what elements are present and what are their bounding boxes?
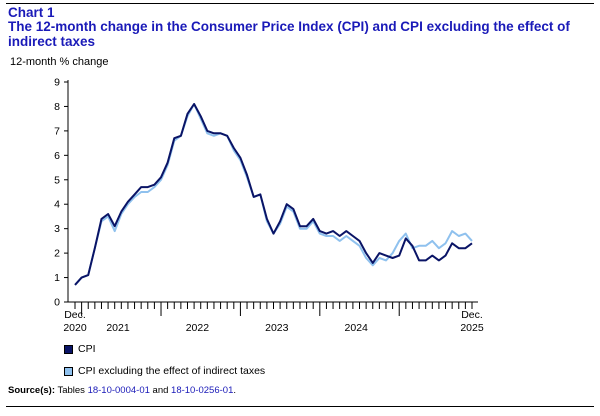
source-prefix: Tables [57,385,85,396]
source-note: Source(s): Tables 18-10-0004-01 and 18-1… [8,385,236,396]
x-label-start-year: 2020 [63,322,87,334]
x-year-label: 2021 [106,322,130,334]
legend-label-cpi-excl: CPI excluding the effect of indirect tax… [78,365,266,377]
x-label-start-month: Dec. [64,309,86,321]
source-suffix: . [233,385,236,396]
x-label-end-month: Dec. [461,309,483,321]
legend-label-cpi: CPI [78,343,96,355]
x-year-label: 2022 [186,322,210,334]
y-tick-label: 8 [54,101,60,113]
x-year-label: 2024 [345,322,369,334]
source-label: Source(s): [8,385,55,396]
legend-item-cpi-excl: CPI excluding the effect of indirect tax… [64,365,265,377]
y-tick-label: 1 [54,272,60,284]
source-link-table-1[interactable]: 18-10-0004-01 [87,385,150,396]
chart-title: The 12-month change in the Consumer Pric… [8,19,570,49]
y-tick-label: 4 [54,199,60,211]
y-tick-label: 7 [54,125,60,137]
y-tick-label: 9 [54,77,60,89]
source-link-table-2[interactable]: 18-10-0256-01 [171,385,234,396]
legend-item-cpi: CPI [64,343,96,355]
source-and: and [152,385,169,396]
x-year-label: 2023 [265,322,289,334]
legend-swatch-cpi-excl [64,366,73,376]
y-axis-title: 12-month % change [10,56,108,68]
y-tick-label: 2 [54,248,60,260]
y-tick-label: 3 [54,223,60,235]
top-rule [6,3,594,4]
y-tick-label: 5 [54,174,60,186]
legend-swatch-cpi [64,344,73,354]
series-line-cpi [74,103,473,286]
bottom-rule [6,406,594,407]
chart-number: Chart 1 [8,5,55,20]
y-tick-label: 0 [54,297,60,309]
x-label-end-year: 2025 [460,322,484,334]
y-tick-label: 6 [54,150,60,162]
